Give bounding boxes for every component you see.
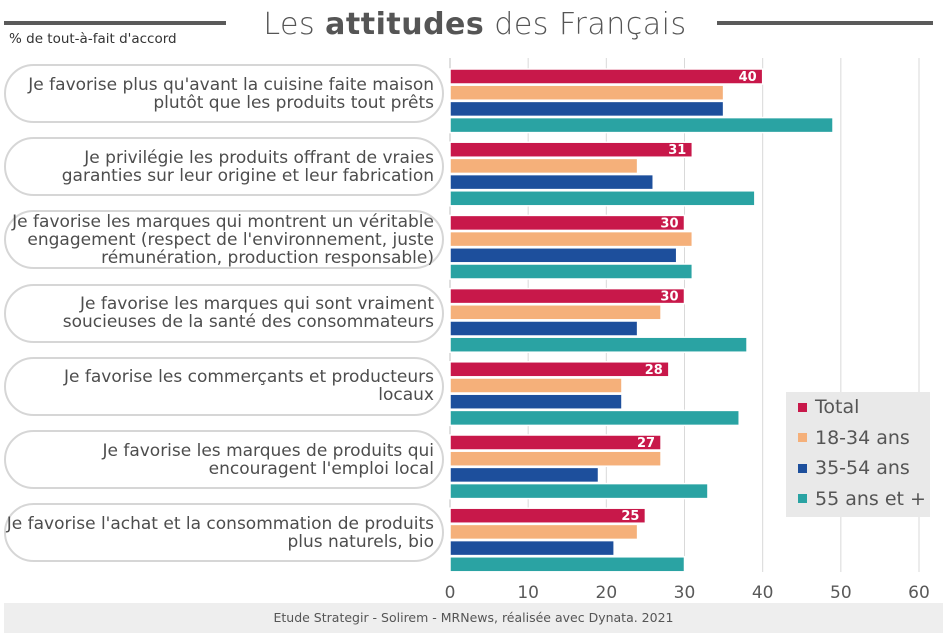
x-tick-label: 50 — [830, 583, 852, 603]
category-label: Je privilégie les produits offrant de vr… — [4, 137, 444, 197]
title-rule-right — [717, 21, 933, 25]
data-label: 30 — [660, 216, 678, 231]
chart-subtitle: % de tout-à-fait d'accord — [9, 31, 177, 47]
data-label: 31 — [668, 143, 686, 158]
bar-total — [449, 361, 670, 378]
legend-swatch — [798, 402, 807, 412]
page-title: Les attitudes des Français — [263, 7, 687, 42]
category-label-text: Je favorise les commerçants et producteu… — [63, 367, 434, 406]
bar-18-34-ans — [449, 157, 639, 175]
bar-35-54-ans — [449, 539, 615, 557]
bar-18-34-ans — [449, 230, 694, 248]
bar-55-ans-et- — [449, 336, 748, 353]
legend-label: 55 ans et + — [815, 487, 926, 510]
bar-35-54-ans — [449, 393, 623, 410]
category-label: Je favorise les marques qui montrent un … — [4, 210, 444, 270]
data-label: 40 — [739, 70, 757, 85]
bar-55-ans-et- — [449, 263, 694, 280]
bar-35-54-ans — [449, 247, 678, 264]
bar-18-34-ans — [449, 523, 639, 541]
bar-55-ans-et- — [449, 556, 686, 573]
category-label-text: Je privilégie les produits offrant de vr… — [61, 147, 434, 186]
data-label: 25 — [621, 509, 639, 524]
category-label-text: Je favorise les marques qui sont vraimen… — [62, 294, 434, 333]
x-tick-label: 10 — [517, 583, 539, 603]
bar-55-ans-et- — [449, 482, 709, 500]
bar-55-ans-et- — [449, 190, 756, 207]
bar-55-ans-et- — [449, 409, 740, 427]
bar-total — [449, 507, 647, 524]
chart-legend: Total 18-34 ans 35-54 ans 55 ans et + — [786, 392, 930, 517]
bar-55-ans-et- — [449, 116, 834, 134]
legend-label: Total — [815, 396, 860, 418]
category-label: Je favorise les marques qui sont vraimen… — [4, 283, 444, 343]
category-label-text: Je favorise l'achat et la consommation d… — [6, 513, 434, 552]
legend-label: 18-34 ans — [815, 426, 910, 449]
bar-35-54-ans — [449, 100, 725, 118]
legend-item: 18-34 ans — [798, 427, 910, 449]
bar-18-34-ans — [449, 450, 662, 467]
x-tick-label: 30 — [674, 583, 696, 603]
legend-label: 35-54 ans — [815, 457, 910, 479]
legend-item: 35-54 ans — [798, 457, 910, 479]
data-label: 28 — [645, 363, 663, 378]
bar-total — [449, 214, 686, 232]
title-rule-left — [4, 21, 226, 25]
category-label: Je favorise plus qu'avant la cuisine fai… — [4, 64, 444, 123]
legend-swatch — [798, 494, 807, 503]
x-tick-label: 40 — [752, 583, 774, 603]
x-tick-label: 60 — [908, 583, 930, 603]
category-label: Je favorise l'achat et la consommation d… — [4, 503, 444, 563]
x-tick-label: 20 — [596, 583, 618, 603]
bar-total — [449, 287, 686, 305]
category-label-text: Je favorise les marques de produits qui e… — [102, 440, 434, 479]
category-label: Je favorise les marques de produits qui e… — [4, 430, 444, 489]
bar-18-34-ans — [449, 377, 623, 394]
data-label: 27 — [637, 436, 655, 451]
bar-18-34-ans — [449, 84, 725, 101]
source-footer: Etude Strategir - Solirem - MRNews, réal… — [4, 603, 943, 633]
category-label-text: Je favorise plus qu'avant la cuisine fai… — [28, 74, 434, 113]
bar-18-34-ans — [449, 304, 662, 321]
bar-total — [449, 68, 764, 85]
bar-35-54-ans — [449, 466, 600, 484]
legend-swatch — [798, 463, 807, 473]
bar-total — [449, 141, 694, 158]
category-label: Je favorise les commerçants et producteu… — [4, 356, 444, 416]
bar-35-54-ans — [449, 320, 639, 337]
data-label: 30 — [660, 290, 678, 305]
legend-item: 55 ans et + — [798, 488, 926, 510]
category-label-text: Je favorise les marques qui montrent un … — [12, 211, 434, 268]
legend-item: Total — [798, 396, 859, 418]
x-tick-label: 0 — [445, 583, 456, 603]
bar-35-54-ans — [449, 173, 654, 191]
bar-total — [449, 434, 662, 451]
legend-swatch — [798, 433, 807, 442]
